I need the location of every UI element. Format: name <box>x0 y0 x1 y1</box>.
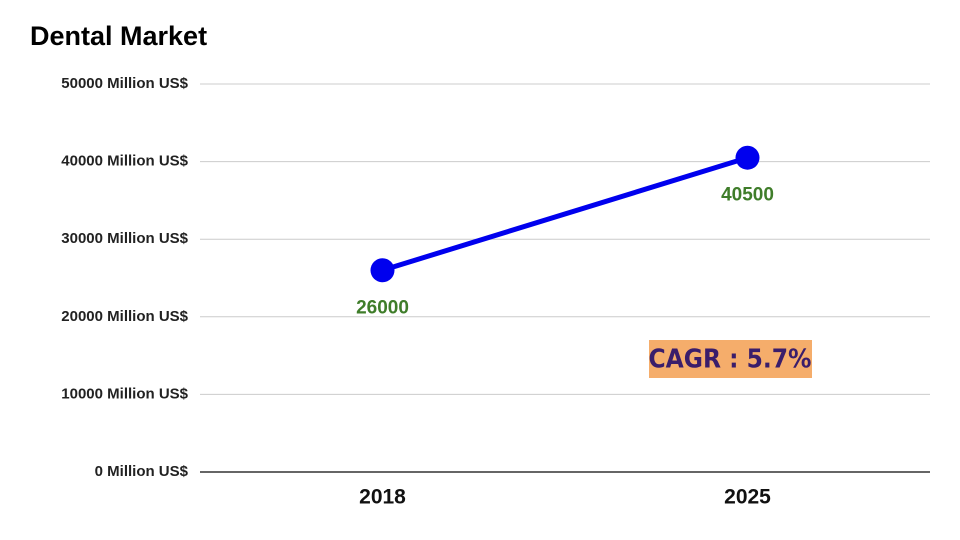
y-tick-label: 0 Million US$ <box>95 463 189 480</box>
x-tick-label: 2018 <box>359 486 406 509</box>
data-label: 26000 <box>356 297 409 318</box>
annotation: CAGR : 5.7% <box>649 345 812 375</box>
point <box>370 258 395 283</box>
line <box>381 155 749 273</box>
chart-title: Dental Market <box>30 21 207 51</box>
data-label: 40500 <box>721 185 774 206</box>
x-tick-label: 2025 <box>724 486 771 509</box>
y-tick-label: 30000 Million US$ <box>61 230 188 247</box>
y-tick-label: 40000 Million US$ <box>61 153 188 170</box>
annotation-box <box>649 340 812 378</box>
y-tick-label: 20000 Million US$ <box>61 308 188 325</box>
y-tick-label: 10000 Million US$ <box>61 385 188 402</box>
y-tick-label: 50000 Million US$ <box>61 75 188 92</box>
point <box>735 145 760 170</box>
